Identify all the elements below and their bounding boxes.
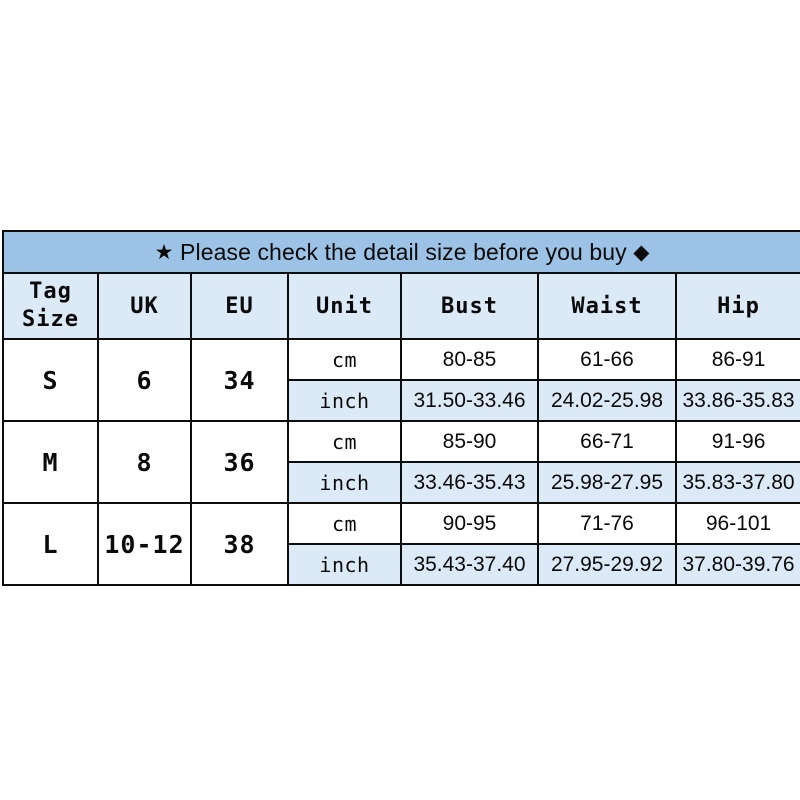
- cell-tag-size: S: [2, 338, 99, 422]
- cell-unit-cm: cm: [287, 502, 402, 545]
- cell-waist-cm: 66-71: [537, 420, 677, 463]
- column-header-bust: Bust: [400, 272, 539, 340]
- cell-uk: 6: [97, 338, 192, 422]
- table-header-row: Tag Size UK EU Unit Bust Waist Hip: [2, 272, 800, 340]
- banner-row: ★ Please check the detail size before yo…: [1, 230, 800, 274]
- column-header-uk: UK: [97, 272, 192, 340]
- table-row: L 10-12 38 cm 90-95 71-76 96-101: [2, 502, 800, 586]
- size-chart-table: ★ Please check the detail size before yo…: [1, 230, 800, 586]
- cell-tag-size: L: [2, 502, 99, 586]
- column-header-tag-size: Tag Size: [2, 272, 99, 340]
- star-icon: ★: [154, 240, 174, 264]
- cell-bust-cm: 80-85: [400, 338, 539, 381]
- table-row: M 8 36 cm 85-90 66-71 91-96: [2, 420, 800, 504]
- cell-bust-cm: 85-90: [400, 420, 539, 463]
- cell-hip-inch: 35.83-37.80: [674, 461, 800, 504]
- cell-bust-inch: 31.50-33.46: [400, 379, 539, 422]
- banner-text-wrap: ★ Please check the detail size before yo…: [4, 234, 800, 270]
- diamond-icon: ◆: [633, 240, 650, 264]
- banner-message: Please check the detail size before you …: [180, 239, 627, 265]
- table-row: inch 31.50-33.46 24.02-25.98 33.86-35.83: [3, 379, 800, 422]
- cell-eu: 38: [190, 502, 289, 586]
- table-row: inch 35.43-37.40 27.95-29.92 37.80-39.76: [3, 543, 800, 586]
- cell-bust-cm: 90-95: [400, 502, 539, 545]
- column-header-waist: Waist: [537, 272, 677, 340]
- tag-size-line-1: Tag: [29, 279, 72, 304]
- cell-waist-cm: 61-66: [537, 338, 677, 381]
- cell-unit-inch: inch: [287, 543, 402, 586]
- cell-uk: 8: [97, 420, 192, 504]
- cell-unit-cm: cm: [287, 338, 402, 381]
- tag-size-line-2: Size: [22, 307, 79, 332]
- size-chart-container: ★ Please check the detail size before yo…: [1, 230, 800, 586]
- cell-hip-cm: 96-101: [674, 502, 800, 545]
- cell-unit-inch: inch: [287, 461, 402, 504]
- table-row: inch 33.46-35.43 25.98-27.95 35.83-37.80: [3, 461, 800, 504]
- cell-unit-inch: inch: [287, 379, 402, 422]
- cell-waist-cm: 71-76: [537, 502, 677, 545]
- cell-hip-cm: 86-91: [674, 338, 800, 381]
- cell-eu: 36: [190, 420, 289, 504]
- column-header-hip: Hip: [674, 272, 800, 340]
- column-header-unit: Unit: [287, 272, 402, 340]
- cell-uk: 10-12: [97, 502, 192, 586]
- column-header-eu: EU: [190, 272, 289, 340]
- cell-bust-inch: 35.43-37.40: [400, 543, 539, 586]
- cell-waist-inch: 27.95-29.92: [537, 543, 677, 586]
- banner-cell: ★ Please check the detail size before yo…: [1, 230, 800, 274]
- cell-tag-size: M: [2, 420, 99, 504]
- cell-bust-inch: 33.46-35.43: [400, 461, 539, 504]
- cell-hip-inch: 33.86-35.83: [674, 379, 800, 422]
- table-row: S 6 34 cm 80-85 61-66 86-91: [2, 338, 800, 422]
- cell-unit-cm: cm: [287, 420, 402, 463]
- cell-waist-inch: 24.02-25.98: [537, 379, 677, 422]
- cell-hip-inch: 37.80-39.76: [674, 543, 800, 586]
- cell-hip-cm: 91-96: [674, 420, 800, 463]
- cell-eu: 34: [190, 338, 289, 422]
- cell-waist-inch: 25.98-27.95: [537, 461, 677, 504]
